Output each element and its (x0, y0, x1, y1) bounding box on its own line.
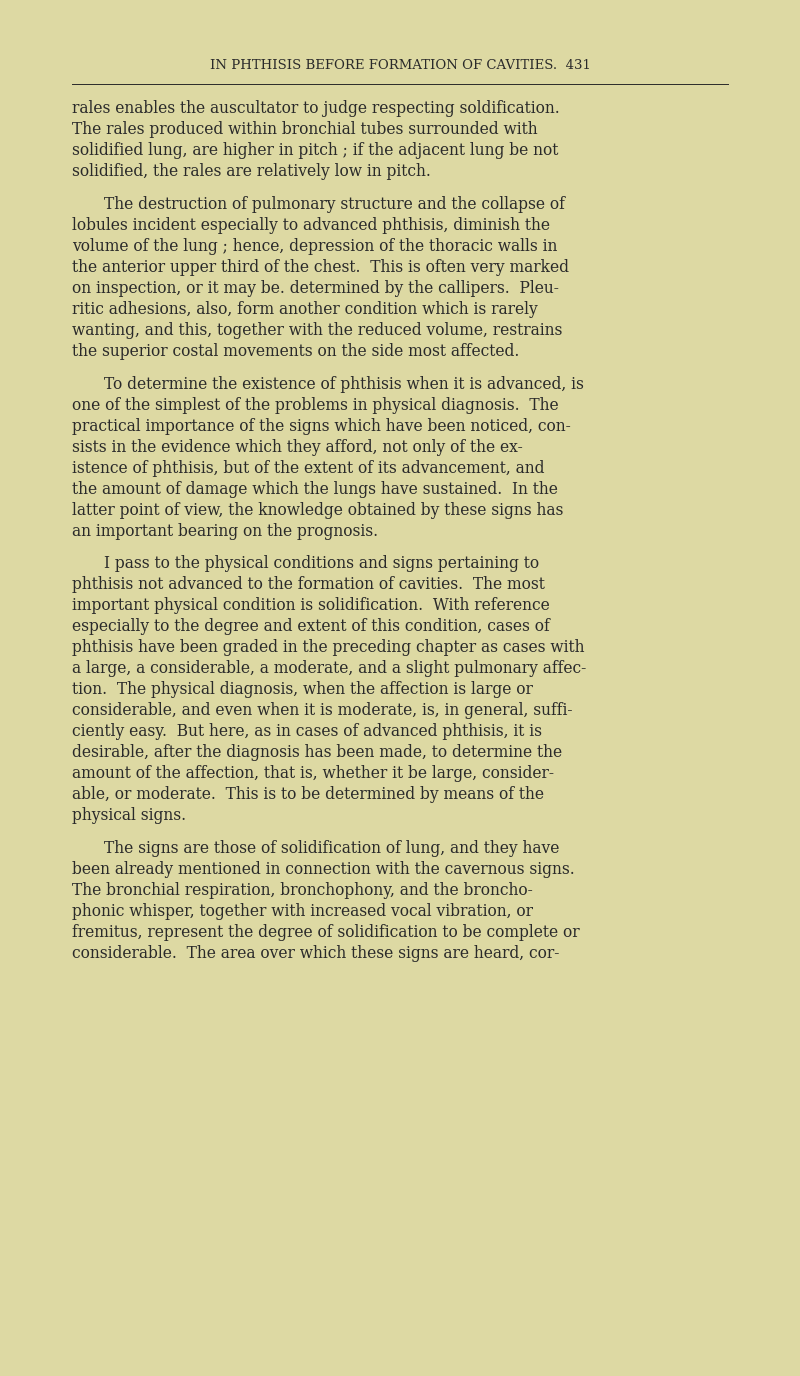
Text: important physical condition is solidification.  With reference: important physical condition is solidifi… (72, 597, 550, 614)
Text: one of the simplest of the problems in physical diagnosis.  The: one of the simplest of the problems in p… (72, 396, 558, 414)
Text: istence of phthisis, but of the extent of its advancement, and: istence of phthisis, but of the extent o… (72, 460, 545, 476)
Text: fremitus, represent the degree of solidification to be complete or: fremitus, represent the degree of solidi… (72, 923, 580, 941)
Text: practical importance of the signs which have been noticed, con-: practical importance of the signs which … (72, 417, 570, 435)
Text: phthisis have been graded in the preceding chapter as cases with: phthisis have been graded in the precedi… (72, 638, 585, 656)
Text: been already mentioned in connection with the cavernous signs.: been already mentioned in connection wit… (72, 860, 574, 878)
Text: physical signs.: physical signs. (72, 808, 186, 824)
Text: volume of the lung ; hence, depression of the thoracic walls in: volume of the lung ; hence, depression o… (72, 238, 558, 255)
Text: considerable.  The area over which these signs are heard, cor-: considerable. The area over which these … (72, 945, 559, 962)
Text: ritic adhesions, also, form another condition which is rarely: ritic adhesions, also, form another cond… (72, 301, 538, 318)
Text: lobules incident especially to advanced phthisis, diminish the: lobules incident especially to advanced … (72, 217, 550, 234)
Text: rales enables the auscultator to judge respecting soldification.: rales enables the auscultator to judge r… (72, 100, 560, 117)
Text: The rales produced within bronchial tubes surrounded with: The rales produced within bronchial tube… (72, 121, 538, 139)
Text: on inspection, or it may be. determined by the callipers.  Pleu-: on inspection, or it may be. determined … (72, 279, 559, 297)
Text: solidified lung, are higher in pitch ; if the adjacent lung be not: solidified lung, are higher in pitch ; i… (72, 143, 558, 160)
Text: amount of the affection, that is, whether it be large, consider-: amount of the affection, that is, whethe… (72, 765, 554, 782)
Text: solidified, the rales are relatively low in pitch.: solidified, the rales are relatively low… (72, 164, 431, 180)
Text: the anterior upper third of the chest.  This is often very marked: the anterior upper third of the chest. T… (72, 259, 569, 277)
Text: The destruction of pulmonary structure and the collapse of: The destruction of pulmonary structure a… (104, 195, 565, 213)
Text: considerable, and even when it is moderate, is, in general, suffi-: considerable, and even when it is modera… (72, 702, 573, 720)
Text: phthisis not advanced to the formation of cavities.  The most: phthisis not advanced to the formation o… (72, 577, 545, 593)
Text: the amount of damage which the lungs have sustained.  In the: the amount of damage which the lungs hav… (72, 480, 558, 498)
Text: sists in the evidence which they afford, not only of the ex-: sists in the evidence which they afford,… (72, 439, 522, 455)
Text: desirable, after the diagnosis has been made, to determine the: desirable, after the diagnosis has been … (72, 744, 562, 761)
Text: I pass to the physical conditions and signs pertaining to: I pass to the physical conditions and si… (104, 555, 539, 572)
Text: ciently easy.  But here, as in cases of advanced phthisis, it is: ciently easy. But here, as in cases of a… (72, 724, 542, 740)
Text: The signs are those of solidification of lung, and they have: The signs are those of solidification of… (104, 839, 559, 857)
Text: wanting, and this, together with the reduced volume, restrains: wanting, and this, together with the red… (72, 322, 562, 338)
Text: latter point of view, the knowledge obtained by these signs has: latter point of view, the knowledge obta… (72, 501, 563, 519)
Text: able, or moderate.  This is to be determined by means of the: able, or moderate. This is to be determi… (72, 786, 544, 804)
Text: The bronchial respiration, bronchophony, and the broncho-: The bronchial respiration, bronchophony,… (72, 882, 533, 899)
Text: an important bearing on the prognosis.: an important bearing on the prognosis. (72, 523, 378, 539)
Text: the superior costal movements on the side most affected.: the superior costal movements on the sid… (72, 343, 519, 361)
Text: especially to the degree and extent of this condition, cases of: especially to the degree and extent of t… (72, 618, 550, 636)
Text: a large, a considerable, a moderate, and a slight pulmonary affec-: a large, a considerable, a moderate, and… (72, 660, 586, 677)
Text: tion.  The physical diagnosis, when the affection is large or: tion. The physical diagnosis, when the a… (72, 681, 533, 698)
Text: phonic whisper, together with increased vocal vibration, or: phonic whisper, together with increased … (72, 903, 533, 919)
Text: To determine the existence of phthisis when it is advanced, is: To determine the existence of phthisis w… (104, 376, 584, 392)
Text: IN PHTHISIS BEFORE FORMATION OF CAVITIES.  431: IN PHTHISIS BEFORE FORMATION OF CAVITIES… (210, 59, 590, 72)
